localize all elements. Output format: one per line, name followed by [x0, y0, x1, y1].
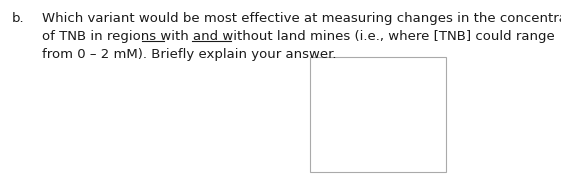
- Bar: [310, 57, 446, 172]
- Text: Which variant would be most effective at measuring changes in the concentration: Which variant would be most effective at…: [42, 12, 561, 25]
- Text: from 0 – 2 mM). Briefly explain your answer.: from 0 – 2 mM). Briefly explain your ans…: [42, 48, 337, 61]
- Text: of TNB in regions with and without land mines (i.e., where [TNB] could range: of TNB in regions with and without land …: [42, 30, 555, 43]
- Text: b.: b.: [12, 12, 25, 25]
